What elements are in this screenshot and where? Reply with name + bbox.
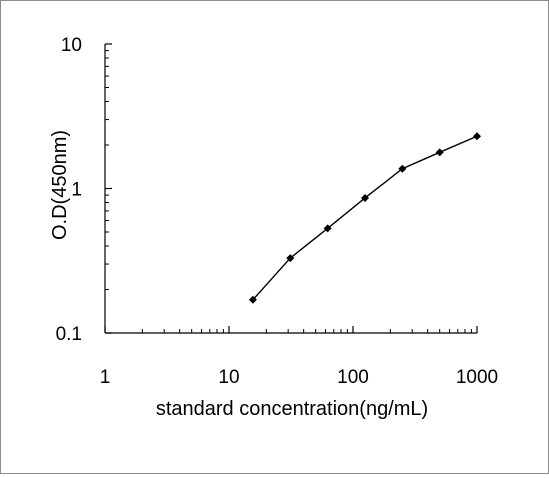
data-point-marker	[248, 295, 257, 304]
series-line	[252, 135, 478, 301]
data-point-marker	[323, 224, 332, 233]
data-point-marker	[435, 148, 444, 157]
x-tick-label: 1000	[456, 367, 498, 388]
data-point-marker	[286, 254, 295, 263]
x-tick-label: 10	[218, 367, 239, 388]
data-point-marker	[473, 132, 481, 141]
series-layer	[248, 132, 481, 304]
y-tick-label: 0.1	[56, 324, 82, 345]
data-point-marker	[361, 193, 370, 202]
x-tick-label: 100	[337, 367, 369, 388]
data-point-marker	[398, 164, 407, 173]
x-axis-title: standard concentration(ng/mL)	[156, 398, 428, 420]
x-tick-label: 1	[100, 367, 111, 388]
axes: 1 10 100 1000 0.1 1 10	[56, 35, 499, 388]
y-tick-label: 10	[61, 35, 82, 56]
y-tick-label: 1	[71, 180, 82, 201]
y-axis-title: O.D(450nm)	[49, 130, 71, 240]
